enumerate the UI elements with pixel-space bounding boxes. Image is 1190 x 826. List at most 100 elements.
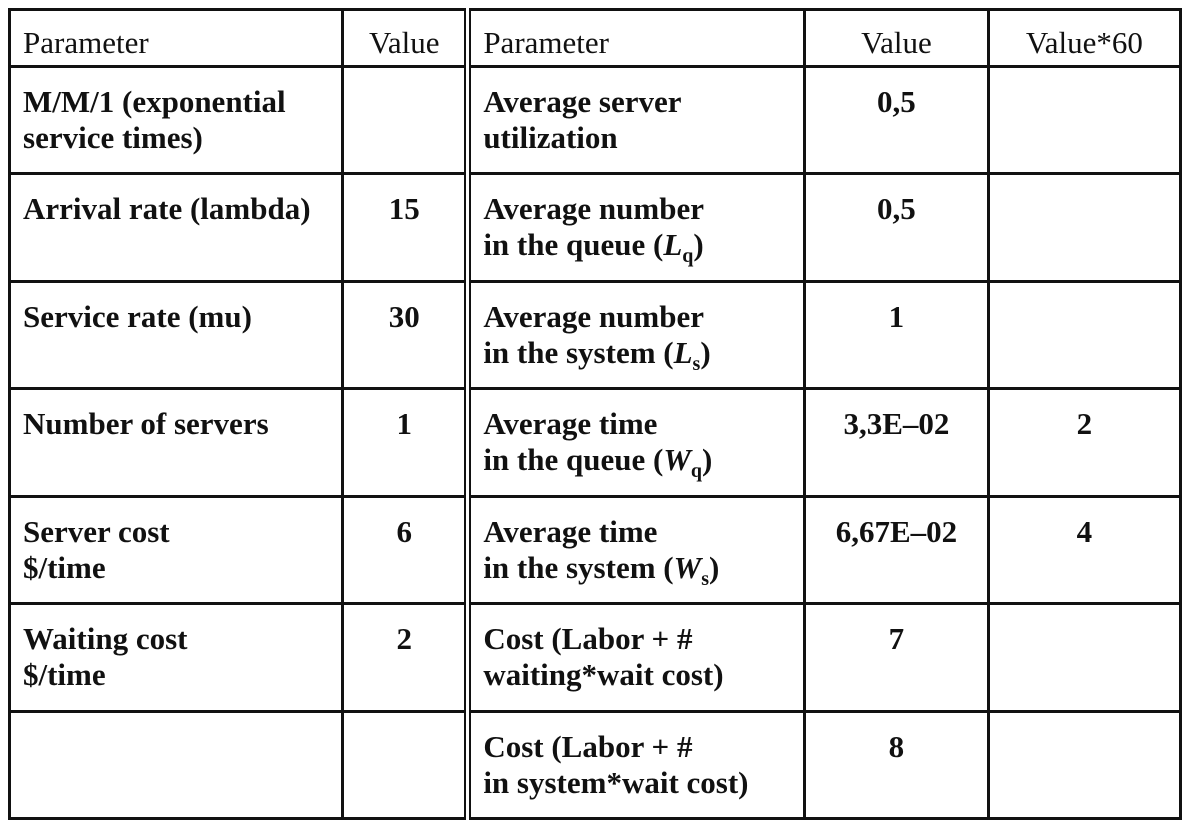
cell-line: Average number [483, 191, 791, 227]
cell-text: Average number [483, 191, 704, 227]
cell-line: Server cost [23, 514, 329, 550]
cell-line: Average server [483, 84, 791, 120]
cell-text: Arrival rate (lambda) [23, 191, 311, 227]
table-cell: 1 [341, 387, 470, 498]
cell-value: 3,3E–02 [843, 406, 950, 442]
cell-line: Average time [483, 406, 791, 442]
cell-line: Arrival rate (lambda) [23, 191, 329, 227]
cell-line: Average time [483, 514, 791, 550]
table-cell: 0,5 [803, 172, 990, 283]
table-cell [986, 64, 1183, 176]
cell-text: in the system ( [483, 549, 674, 585]
cell-text: Average number [483, 298, 704, 334]
cell-text: waiting*wait cost) [483, 657, 724, 693]
table-row: Cost (Labor + # in system*wait cost) 8 [7, 709, 1183, 821]
header-cell: Value [803, 8, 990, 68]
math-symbol: W [663, 442, 691, 478]
cell-line: Cost (Labor + # [483, 621, 791, 657]
table-row: Service rate (mu) 30 Average number in the … [7, 279, 1183, 391]
cell-line: Cost (Labor + # [483, 729, 791, 765]
table-cell: Cost (Labor + # waiting*wait cost) [464, 602, 807, 713]
cell-line: Waiting cost [23, 621, 329, 657]
header-cell: Parameter [7, 8, 345, 68]
math-symbol: L [663, 227, 683, 263]
cell-value: 2 [396, 621, 412, 657]
math-subscript: q [690, 460, 703, 483]
cell-line: M/M/1 (exponential [23, 84, 329, 120]
cell-text: $/time [23, 549, 106, 585]
cell-value: 1 [396, 406, 412, 442]
table-cell: 2 [341, 602, 470, 713]
cell-text: Service rate (mu) [23, 298, 252, 334]
table-cell: Average time in the system (Ws) [464, 494, 807, 606]
table-body: M/M/1 (exponential service times) Average … [7, 64, 1183, 821]
cell-line: in the queue (Lq) [483, 227, 791, 266]
table-cell: Average number in the queue (Lq) [464, 172, 807, 283]
table-cell: Average number in the system (Ls) [464, 279, 807, 391]
cell-line: Number of servers [23, 406, 329, 442]
cell-value: 1 [888, 298, 905, 334]
table-cell: Waiting cost $/time [7, 602, 345, 713]
cell-value: 30 [388, 298, 420, 334]
cell-text: ) [700, 334, 711, 370]
table-cell [986, 602, 1183, 713]
cell-text: $/time [23, 657, 106, 693]
cell-text: Cost (Labor + # [483, 621, 693, 657]
cell-text: in the queue ( [483, 442, 664, 478]
header-cell: Value*60 [986, 8, 1183, 68]
cell-line: service times) [23, 120, 329, 156]
cell-value: 2 [1076, 406, 1093, 442]
header-row: Parameter Value Parameter Value Value*60 [7, 8, 1183, 68]
table-row: Arrival rate (lambda) 15 Average number in … [7, 172, 1183, 283]
cell-line: Average number [483, 299, 791, 335]
table-cell: Service rate (mu) [7, 279, 345, 391]
cell-value: 8 [888, 728, 905, 764]
table-row: Number of servers 1 Average time in the que… [7, 387, 1183, 498]
cell-text: Average time [483, 513, 658, 549]
cell-text: service times) [23, 120, 203, 155]
cell-line: waiting*wait cost) [483, 657, 791, 693]
cell-text: Average time [483, 406, 658, 442]
table-cell: 6 [341, 494, 470, 606]
cell-text: in the queue ( [483, 227, 664, 263]
cell-line: Service rate (mu) [23, 299, 329, 335]
cell-text: Cost (Labor + # [483, 728, 693, 764]
cell-text: ) [693, 227, 704, 263]
cell-value: 6,67E–02 [835, 513, 958, 549]
table-cell [986, 172, 1183, 283]
table-cell: 2 [986, 387, 1183, 498]
cell-text: utilization [483, 120, 618, 155]
table-cell [986, 279, 1183, 391]
table-cell: Average server utilization [464, 64, 807, 176]
table-cell [341, 709, 470, 821]
math-symbol: L [673, 334, 693, 370]
table-cell: Number of servers [7, 387, 345, 498]
cell-text: Server cost [23, 513, 170, 549]
math-subscript: s [692, 353, 701, 376]
queue-table: Parameter Value Parameter Value Value*60 M/M… [7, 8, 1183, 821]
cell-line: utilization [483, 120, 791, 156]
table-row: M/M/1 (exponential service times) Average … [7, 64, 1183, 176]
table-cell: 4 [986, 494, 1183, 606]
cell-text: Number of servers [23, 406, 269, 442]
cell-value: 0,5 [877, 191, 916, 227]
table-cell: Average time in the queue (Wq) [464, 387, 807, 498]
table-cell: 6,67E–02 [803, 494, 990, 606]
table-row: Server cost $/time 6 Average time in the sys… [7, 494, 1183, 606]
cell-text: M/M/1 (exponential [23, 84, 286, 119]
cell-text: in system*wait cost) [483, 764, 749, 800]
header-cell: Value [341, 8, 470, 68]
table-cell: 8 [803, 709, 990, 821]
table-row: Waiting cost $/time 2 Cost (Labor + # waitin… [7, 602, 1183, 713]
cell-text: ) [702, 442, 713, 478]
cell-text: Average server [483, 84, 682, 119]
table-cell: 30 [341, 279, 470, 391]
table-cell: 1 [803, 279, 990, 391]
cell-value: 15 [388, 191, 420, 227]
table-cell: 3,3E–02 [803, 387, 990, 498]
cell-text: Waiting cost [23, 621, 188, 657]
header-cell: Parameter [464, 8, 807, 68]
table-cell: Server cost $/time [7, 494, 345, 606]
cell-value: 7 [888, 621, 905, 657]
